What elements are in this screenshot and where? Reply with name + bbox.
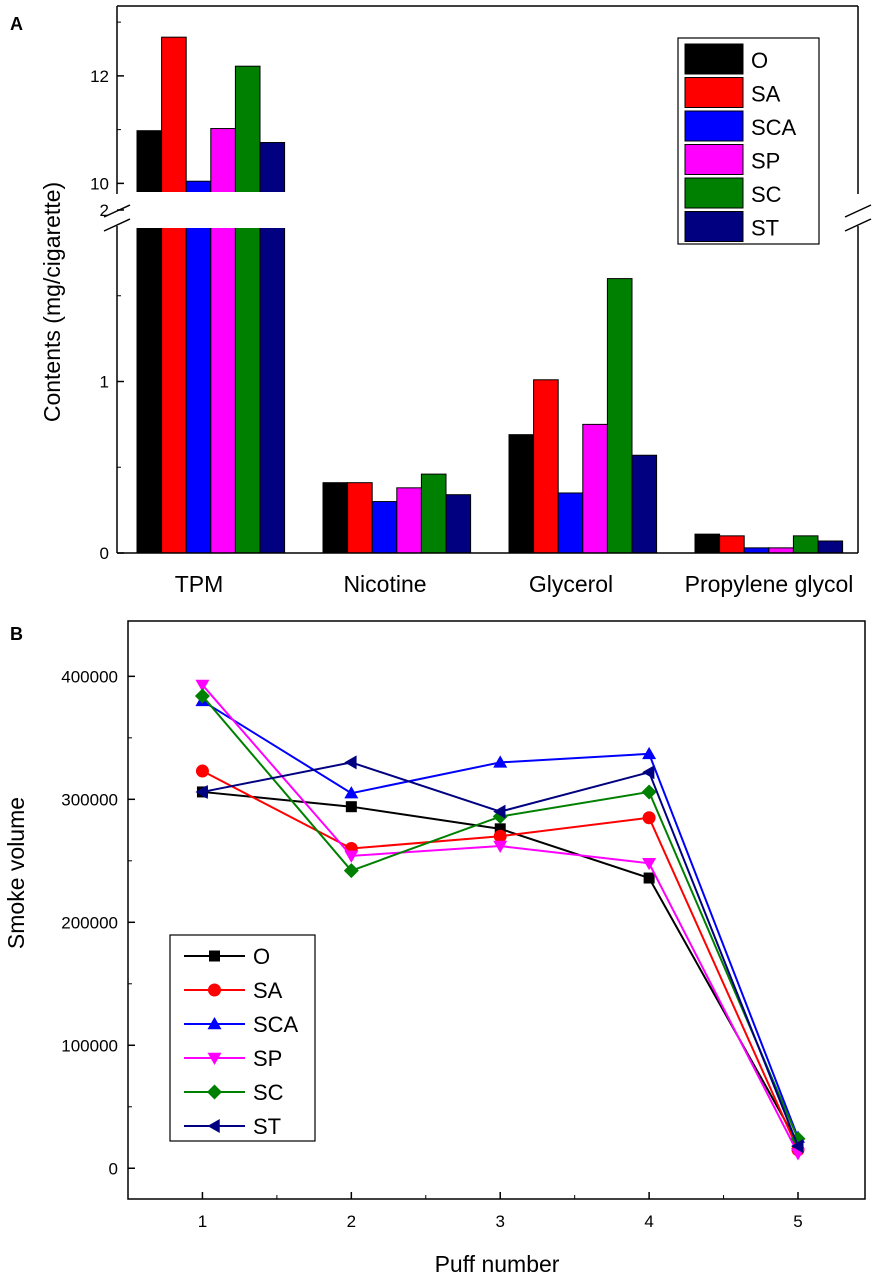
legend-swatch-sca	[684, 110, 744, 142]
legend-label-sp: SP	[253, 1046, 282, 1071]
panel-b-y-tick-label: 200000	[61, 913, 118, 932]
bar-sa-glycerol	[533, 379, 559, 554]
panel-b-plot-frame	[127, 620, 866, 1200]
point-st-puff-3	[493, 804, 506, 819]
panel-a-category-label: Propylene glycol	[685, 571, 854, 597]
bar-sa-tpm	[161, 36, 187, 554]
panel-a-y-tick-label: 1	[100, 373, 109, 392]
legend-label-o: O	[751, 48, 768, 73]
point-sa-puff-3	[493, 829, 507, 843]
panel-a-y-tick-label: 10	[90, 174, 109, 193]
panel-b-x-tick-label: 5	[793, 1212, 802, 1231]
panel-b-legend-box	[169, 934, 316, 1142]
legend-label-o: O	[253, 944, 270, 969]
legend-label-sca: SCA	[751, 115, 797, 140]
bar-sa-nicotine	[347, 482, 373, 554]
panel-a-y-tick-label: 0	[100, 544, 109, 563]
panel-b-y-tick-label: 0	[109, 1159, 118, 1178]
legend-swatch-sc	[684, 177, 744, 209]
bar-sp-nicotine	[396, 487, 422, 554]
bar-st-nicotine	[445, 494, 472, 554]
point-sca-puff-3	[493, 755, 508, 768]
panel-a-category-label: TPM	[175, 571, 224, 597]
panel-a-y-tick-label: 12	[90, 67, 109, 86]
point-st-puff-2	[344, 755, 357, 770]
point-sc-puff-4	[641, 784, 657, 800]
legend-swatch-sa	[684, 77, 744, 108]
point-o-puff-4	[643, 872, 655, 884]
panel-b-x-tick-label: 4	[644, 1212, 653, 1231]
point-o-puff-2	[345, 801, 357, 813]
panel-a-category-label: Nicotine	[343, 571, 426, 597]
legend-label-sa: SA	[751, 82, 781, 107]
legend-swatch-o	[684, 43, 744, 75]
bar-sp-glycerol	[582, 423, 608, 554]
legend-marker-sa	[208, 983, 221, 997]
point-st-puff-5	[791, 1139, 804, 1154]
bar-sca-tpm	[185, 180, 212, 554]
bar-sc-propylene-glycol	[792, 535, 819, 554]
legend-marker-st	[207, 1119, 220, 1133]
bar-sca-glycerol	[557, 492, 584, 554]
legend-swatch-st	[684, 211, 744, 242]
point-sc-puff-2	[343, 863, 359, 879]
legend-label-sc: SC	[253, 1080, 284, 1105]
bar-sca-nicotine	[371, 501, 398, 554]
bar-sca-propylene-glycol	[743, 547, 770, 554]
legend-marker-sc	[207, 1084, 222, 1100]
point-st-puff-4	[642, 765, 655, 780]
legend-label-sc: SC	[751, 182, 782, 207]
legend-label-st: ST	[751, 216, 779, 241]
axis-break-mark	[103, 218, 131, 232]
point-sca-puff-2	[344, 786, 359, 799]
point-o-puff-3	[494, 823, 506, 835]
legend-marker-o	[209, 950, 220, 962]
bar-o-propylene-glycol	[694, 533, 721, 554]
bar-o-glycerol	[508, 434, 535, 554]
axis-break-mark	[844, 204, 872, 218]
legend-label-sp: SP	[751, 149, 780, 174]
bar-st-glycerol	[631, 454, 658, 554]
axis-break-mark	[844, 218, 872, 232]
point-sp-puff-1	[195, 679, 210, 692]
legend-marker-sp	[207, 1052, 222, 1065]
panel-b-y-tick-label: 400000	[61, 667, 118, 686]
point-sp-puff-4	[642, 858, 657, 871]
bar-st-propylene-glycol	[817, 540, 844, 554]
legend-marker-sca	[207, 1017, 222, 1030]
panel-b-x-tick-label: 1	[198, 1212, 207, 1231]
panel-a-y-axis-title: Contents (mg/cigarette)	[39, 182, 65, 422]
bar-sc-tpm	[234, 65, 261, 554]
panel-b-label: B	[10, 624, 23, 644]
panel-b-y-tick-label: 100000	[61, 1036, 118, 1055]
point-sc-puff-1	[194, 688, 210, 704]
legend-swatch-sp	[684, 144, 744, 175]
point-sp-puff-2	[344, 850, 359, 863]
bar-o-nicotine	[322, 482, 349, 554]
bar-sa-propylene-glycol	[719, 535, 745, 554]
bar-sc-nicotine	[420, 473, 447, 554]
panel-b-x-tick-label: 3	[495, 1212, 504, 1231]
point-sca-puff-4	[642, 746, 657, 760]
axis-break-mark	[103, 204, 131, 218]
panel-b-line-chart: 0 100000 200000 300000 400000 1 2 3 4 5 O SA SCA SP S…	[3, 620, 866, 1277]
point-sp-puff-3	[493, 840, 508, 854]
point-st-puff-1	[195, 784, 208, 799]
bar-sc-glycerol	[606, 278, 633, 554]
bar-sp-propylene-glycol	[768, 547, 794, 554]
legend-label-st: ST	[253, 1114, 281, 1139]
point-sa-puff-1	[195, 764, 209, 778]
panel-b-x-tick-label: 2	[347, 1212, 356, 1231]
panel-a-category-label: Glycerol	[529, 571, 613, 597]
panel-a-y-tick-label: 2	[100, 201, 109, 220]
panel-b-x-axis-title: Puff number	[435, 1251, 560, 1277]
legend-label-sca: SCA	[253, 1012, 299, 1037]
panel-b-y-tick-label: 300000	[61, 790, 118, 809]
legend-label-sa: SA	[253, 978, 283, 1003]
point-sa-puff-4	[642, 811, 656, 825]
panel-a-label: A	[10, 14, 23, 34]
panel-b-y-axis-title: Smoke volume	[3, 797, 29, 949]
